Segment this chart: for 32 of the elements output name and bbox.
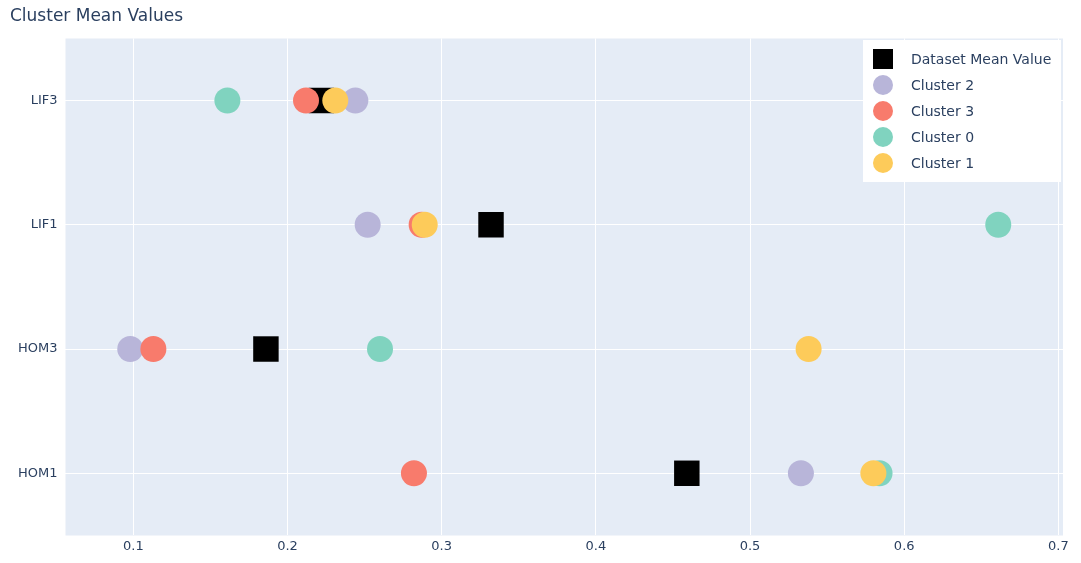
point bbox=[787, 460, 814, 487]
x-tick-label: 0.5 bbox=[739, 537, 761, 553]
legend-label: Cluster 1 bbox=[911, 155, 975, 172]
point bbox=[322, 87, 349, 114]
point bbox=[293, 87, 320, 114]
y-tick-label: LIF3 bbox=[30, 91, 58, 107]
point bbox=[117, 336, 144, 363]
x-tick-label: 0.6 bbox=[893, 537, 915, 553]
y-tick-label: LIF1 bbox=[30, 216, 58, 232]
chart-title: Cluster Mean Values bbox=[10, 4, 184, 25]
point bbox=[795, 336, 822, 363]
point bbox=[478, 212, 504, 238]
y-tick-label: HOM1 bbox=[18, 464, 58, 480]
x-tick-label: 0.1 bbox=[122, 537, 144, 553]
x-tick-label: 0.4 bbox=[585, 537, 607, 553]
point bbox=[253, 336, 279, 362]
legend-label: Cluster 2 bbox=[911, 77, 975, 94]
point bbox=[860, 460, 887, 487]
x-tick-label: 0.3 bbox=[431, 537, 453, 553]
x-tick-label: 0.2 bbox=[277, 537, 298, 553]
point bbox=[140, 336, 167, 363]
point bbox=[354, 211, 381, 238]
x-tick-label: 0.7 bbox=[1048, 537, 1069, 553]
point bbox=[400, 460, 427, 487]
point bbox=[214, 87, 241, 114]
point bbox=[985, 211, 1012, 238]
y-tick-label: HOM3 bbox=[18, 340, 58, 356]
point bbox=[367, 336, 394, 363]
point bbox=[674, 460, 700, 486]
legend-label: Cluster 0 bbox=[911, 129, 975, 146]
legend-label: Dataset Mean Value bbox=[911, 51, 1052, 68]
legend-label: Cluster 3 bbox=[911, 103, 975, 120]
